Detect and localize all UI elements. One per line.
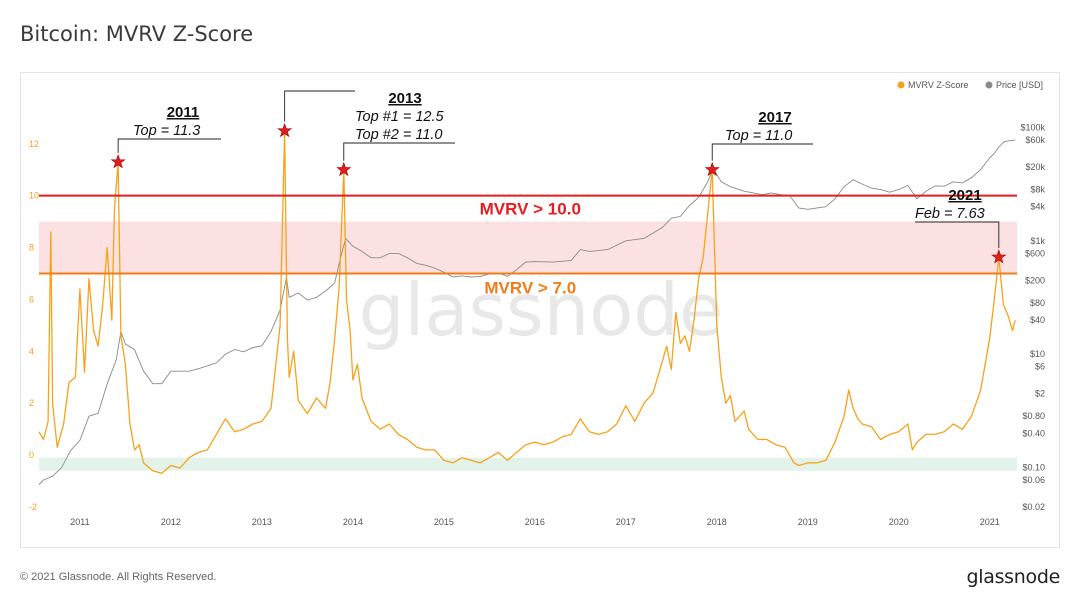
annotation-text: Feb = 7.63	[915, 206, 985, 222]
mvrv-chart[interactable]: glassnode -2 0 2 4 6 8 10 12 $0.02 $0.06 $0.10 $0.4…	[21, 73, 1061, 549]
peak-star-marker	[991, 249, 1007, 264]
x-tick-label: 2014	[343, 517, 363, 527]
x-tick-label: 2013	[252, 517, 272, 527]
left-tick-label: -2	[29, 502, 37, 512]
right-tick-label: $0.02	[1022, 502, 1045, 512]
annotation-year: 2021	[948, 187, 981, 204]
right-tick-label: $0.40	[1022, 428, 1045, 438]
x-tick-label: 2021	[980, 517, 1000, 527]
left-tick-label: 0	[29, 450, 34, 460]
bands-layer	[39, 221, 1017, 471]
left-tick-label: 4	[29, 346, 34, 356]
x-tick-label: 2020	[889, 517, 909, 527]
peak-star-marker	[110, 153, 126, 169]
footer-copyright: © 2021 Glassnode. All Rights Reserved.	[20, 571, 217, 583]
annotation-leader	[711, 143, 813, 161]
band-1	[39, 457, 1017, 471]
x-tick-label: 2018	[707, 517, 727, 527]
legend-dot	[985, 81, 993, 89]
annotation-text: Top #2 = 11.0	[355, 127, 442, 143]
x-tick-label: 2012	[161, 517, 181, 527]
legend-dot	[897, 81, 905, 89]
left-tick-label: 12	[29, 139, 39, 149]
legend[interactable]: MVRV Z-Score Price [USD]	[897, 80, 1044, 90]
x-tick-label: 2016	[525, 517, 545, 527]
right-tick-label: $1k	[1030, 236, 1045, 246]
right-tick-label: $100k	[1020, 122, 1045, 132]
x-tick-label: 2019	[798, 517, 818, 527]
annotation-text: Top = 11.0	[725, 128, 792, 144]
peak-star-marker	[704, 161, 720, 177]
left-tick-label: 8	[29, 243, 34, 253]
footer-logo[interactable]: glassnode	[966, 566, 1061, 588]
right-tick-label: $4k	[1030, 202, 1045, 212]
x-tick-label: 2017	[616, 517, 636, 527]
right-tick-label: $10	[1030, 349, 1045, 359]
threshold-layer: MVRV > 10.0 MVRV > 7.0	[39, 194, 1017, 297]
annotation-leader	[915, 221, 1000, 249]
left-tick-label: 6	[29, 294, 34, 304]
right-tick-label: $2	[1035, 389, 1045, 399]
right-tick-label: $0.80	[1022, 411, 1045, 421]
chart-panel: glassnode -2 0 2 4 6 8 10 12 $0.02 $0.06 $0.10 $0.4…	[20, 72, 1060, 548]
annotation-leader	[284, 90, 355, 122]
right-tick-label: $60k	[1025, 135, 1045, 145]
annotation-text: Top = 11.3	[133, 123, 200, 139]
watermark: glassnode	[359, 268, 724, 352]
peak-star-marker	[277, 122, 293, 138]
x-tick-label: 2011	[70, 517, 89, 527]
right-tick-label: $600	[1025, 248, 1045, 258]
right-tick-label: $0.10	[1022, 462, 1045, 472]
peak-star-marker	[336, 161, 352, 177]
left-tick-label: 10	[29, 191, 39, 201]
right-tick-label: $8k	[1030, 185, 1045, 195]
right-tick-label: $40	[1030, 315, 1045, 325]
right-tick-label: $20k	[1025, 162, 1045, 172]
right-tick-label: $80	[1030, 298, 1045, 308]
right-tick-label: $200	[1025, 275, 1045, 285]
annotation-leader	[117, 138, 221, 153]
annotation-year: 2017	[758, 109, 791, 126]
x-tick-label: 2015	[434, 517, 454, 527]
annotation-year: 2011	[167, 104, 200, 121]
zscore-layer	[38, 130, 1016, 474]
threshold-label: MVRV > 7.0	[484, 278, 576, 297]
legend-label: MVRV Z-Score	[908, 80, 968, 90]
left-tick-label: 2	[29, 398, 34, 408]
annotation-leader	[343, 142, 455, 161]
zscore-line	[38, 130, 1016, 474]
band-0	[39, 221, 1017, 274]
axes-layer: -2 0 2 4 6 8 10 12 $0.02 $0.06 $0.10 $0.40 $0.80 $2 $6…	[29, 122, 1045, 527]
annotation-layer: 2011 Top = 11.3 2013 Top #1 = 12.5 Top #2 = …	[110, 90, 1007, 264]
annotation-year: 2013	[388, 90, 421, 107]
annotation-text: Top #1 = 12.5	[355, 109, 444, 125]
right-tick-label: $0.06	[1022, 475, 1045, 485]
legend-label: Price [USD]	[996, 80, 1043, 90]
right-tick-label: $6	[1035, 362, 1045, 372]
threshold-label: MVRV > 10.0	[480, 200, 581, 219]
page-title: Bitcoin: MVRV Z-Score	[20, 22, 254, 46]
